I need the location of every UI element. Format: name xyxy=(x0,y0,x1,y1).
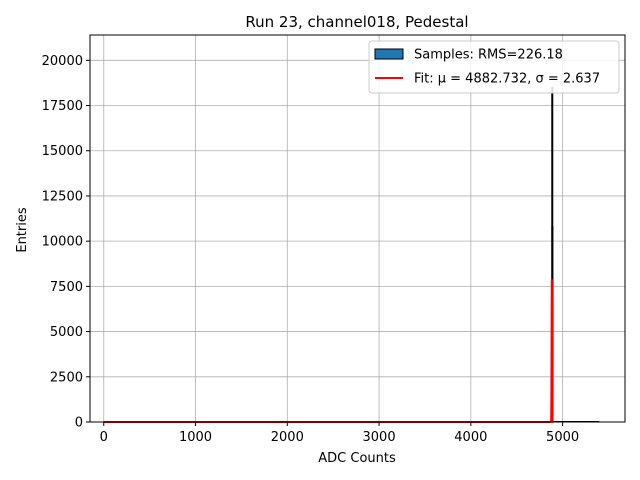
y-tick-label: 0 xyxy=(75,416,83,431)
y-tick-label: 2500 xyxy=(50,370,83,385)
plot-frame xyxy=(89,34,626,423)
x-tick-label: 4000 xyxy=(454,430,487,445)
x-tick-label: 1000 xyxy=(179,430,212,445)
legend-swatch-samples xyxy=(374,48,404,60)
y-tick-label: 17500 xyxy=(42,99,83,114)
x-tick-label: 2000 xyxy=(271,430,304,445)
legend-label: Samples: RMS=226.18 xyxy=(414,48,563,63)
y-tick-label: 10000 xyxy=(42,235,83,250)
x-tick-label: 5000 xyxy=(546,430,579,445)
y-tick-label: 20000 xyxy=(42,54,83,69)
x-tick-label: 0 xyxy=(100,430,108,445)
legend-label: Fit: μ = 4882.732, σ = 2.637 xyxy=(414,72,600,87)
y-axis-label: Entries xyxy=(15,207,30,253)
legend-box xyxy=(368,40,620,94)
legend: Samples: RMS=226.18 Fit: μ = 4882.732, σ … xyxy=(368,40,620,94)
x-axis-label: ADC Counts xyxy=(318,451,396,466)
grid-lines xyxy=(90,35,625,423)
y-tick-label: 15000 xyxy=(42,144,83,159)
y-tick-label: 5000 xyxy=(50,325,83,340)
y-tick-label: 7500 xyxy=(50,280,83,295)
axis-ticks: 0 1000 2000 3000 4000 5000 0 2500 5000 7500 10000 1… xyxy=(42,54,580,445)
x-tick-label: 3000 xyxy=(363,430,396,445)
chart-title: Run 23, channel018, Pedestal xyxy=(245,13,468,31)
y-tick-label: 12500 xyxy=(42,189,83,204)
